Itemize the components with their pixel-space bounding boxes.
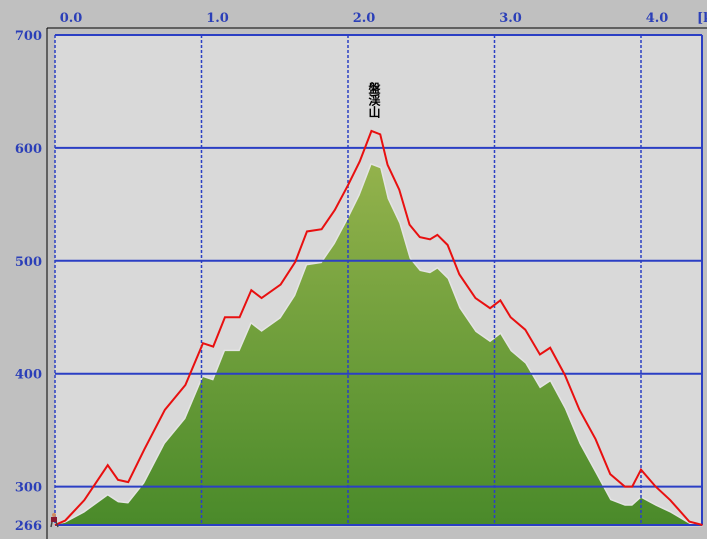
hiker-head bbox=[52, 513, 56, 517]
hiker-legs bbox=[50, 521, 59, 528]
y-tick-label: 600 bbox=[15, 142, 42, 157]
x-tick-label: 3.0 bbox=[499, 11, 522, 26]
x-axis-label: [km] bbox=[697, 11, 707, 26]
y-tick-label: 300 bbox=[15, 481, 42, 496]
x-tick-label: 2.0 bbox=[353, 11, 376, 26]
y-tick-label: 400 bbox=[15, 368, 42, 383]
hiker-icon bbox=[50, 513, 59, 528]
x-tick-label: 4.0 bbox=[646, 11, 669, 26]
profile-line bbox=[54, 129, 703, 526]
y-tick-label: 500 bbox=[15, 255, 42, 270]
peak-label: 盤渓山 bbox=[367, 82, 381, 118]
terrain-area bbox=[54, 162, 703, 527]
y-tick-label: 266 bbox=[15, 519, 42, 534]
x-tick-label: 1.0 bbox=[206, 11, 229, 26]
x-tick-label: 0.0 bbox=[60, 11, 83, 26]
y-tick-label: 700 bbox=[15, 29, 42, 44]
hiker-body bbox=[51, 517, 57, 522]
